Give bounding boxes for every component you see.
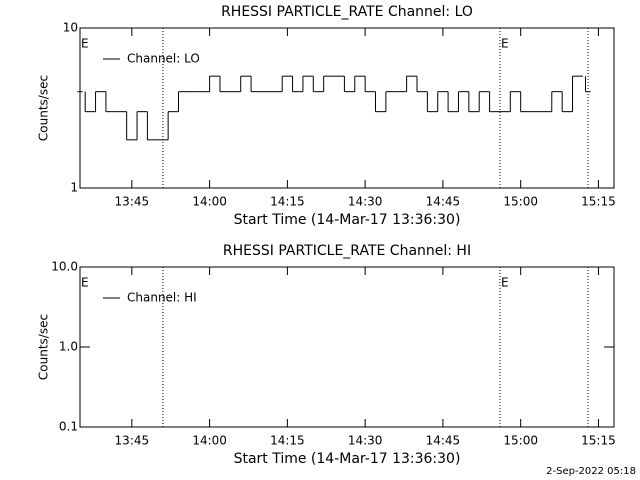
x-tick-label: 14:00	[192, 195, 227, 209]
y-tick-label: 10	[63, 21, 78, 35]
x-tick-label: 13:45	[115, 195, 150, 209]
x-tick-label: 15:00	[503, 195, 538, 209]
x-tick-label: 14:15	[270, 434, 305, 448]
plot-frame	[79, 27, 615, 189]
x-tick-label: 15:15	[581, 195, 616, 209]
x-tick-label: 15:15	[581, 434, 616, 448]
x-tick-label: 14:00	[192, 434, 227, 448]
chart-title: RHESSI PARTICLE_RATE Channel: HI	[223, 243, 471, 259]
flag-label: E	[81, 37, 89, 51]
x-tick-label: 14:45	[426, 195, 461, 209]
footer: 2-Sep-2022 05:18	[546, 466, 636, 477]
legend-label: Channel: LO	[127, 52, 200, 66]
flag-label: E	[81, 276, 89, 290]
chart-title: RHESSI PARTICLE_RATE Channel: LO	[221, 4, 473, 20]
legend-label: Channel: HI	[127, 291, 197, 305]
y-tick-label: 0.1	[59, 420, 78, 434]
x-tick-label: 14:45	[426, 434, 461, 448]
x-tick-label: 13:45	[115, 434, 150, 448]
x-axis-label: Start Time (14-Mar-17 13:36:30)	[234, 212, 461, 228]
flag-label: E	[501, 37, 509, 51]
x-tick-label: 14:30	[348, 434, 383, 448]
x-tick-label: 15:00	[503, 434, 538, 448]
flag-label: E	[501, 276, 509, 290]
x-tick-label: 14:30	[348, 195, 383, 209]
y-tick-label: 10.0	[51, 260, 78, 274]
y-axis-label: Counts/sec	[37, 75, 51, 141]
x-tick-label: 14:15	[270, 195, 305, 209]
x-axis-label: Start Time (14-Mar-17 13:36:30)	[234, 451, 461, 467]
y-tick-label: 1	[70, 181, 78, 195]
y-tick-label: 1.0	[59, 340, 78, 354]
y-axis-label: Counts/sec	[37, 314, 51, 380]
